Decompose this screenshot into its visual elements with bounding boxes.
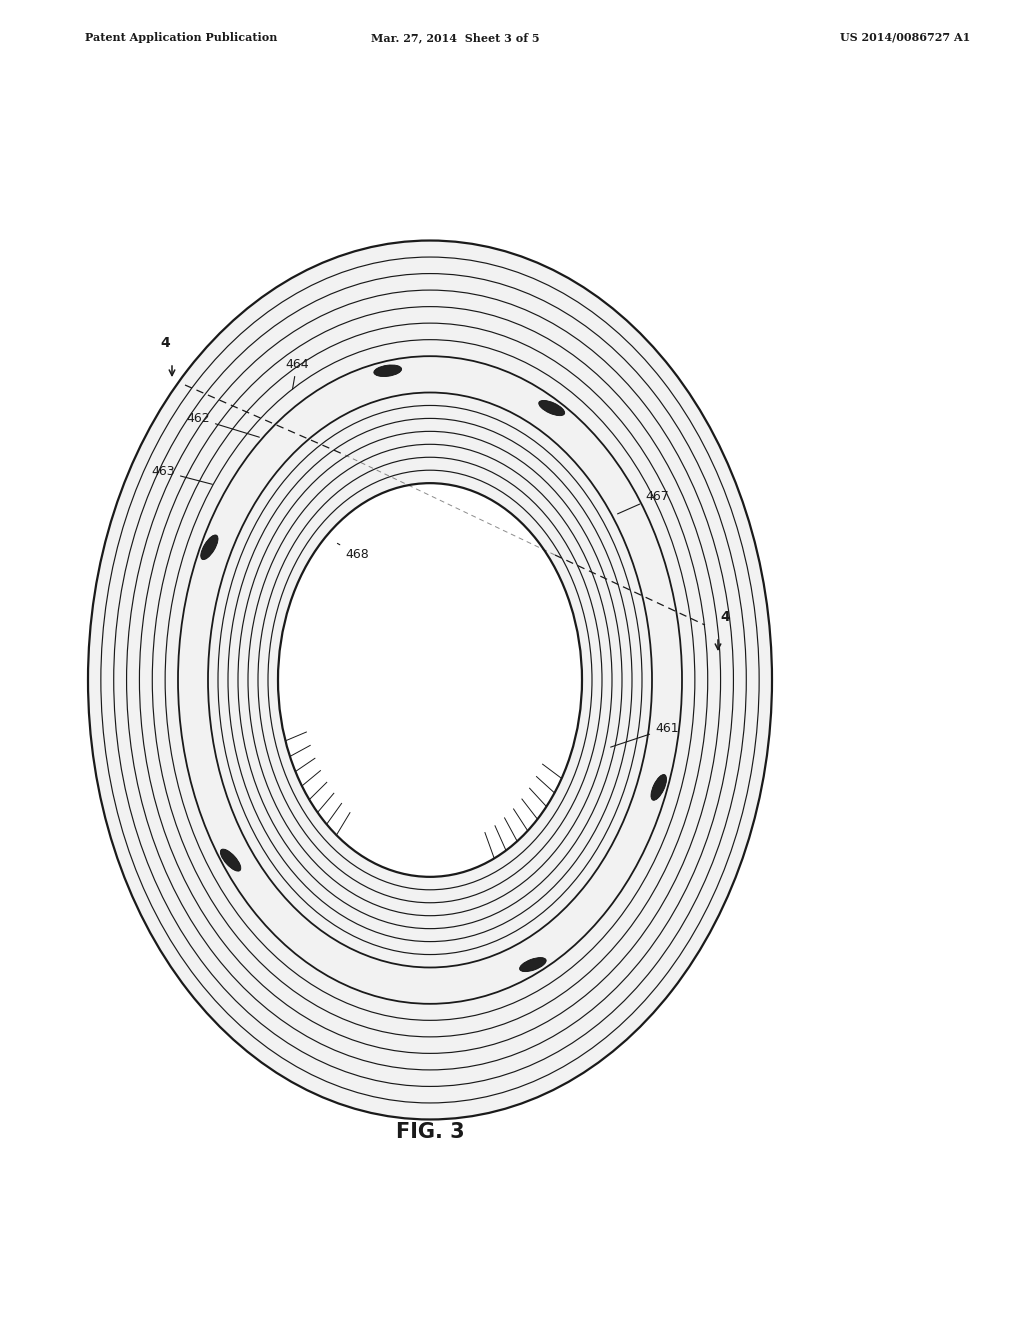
Text: 4: 4 bbox=[160, 337, 170, 350]
Text: FIG. 3: FIG. 3 bbox=[395, 1122, 464, 1142]
Ellipse shape bbox=[539, 400, 564, 416]
Ellipse shape bbox=[374, 364, 401, 376]
Ellipse shape bbox=[220, 849, 241, 871]
Text: 463: 463 bbox=[152, 465, 212, 484]
Ellipse shape bbox=[88, 240, 772, 1119]
Text: 464: 464 bbox=[285, 358, 308, 389]
Text: 468: 468 bbox=[338, 544, 369, 561]
Text: Patent Application Publication: Patent Application Publication bbox=[85, 32, 278, 44]
Ellipse shape bbox=[651, 775, 667, 800]
Ellipse shape bbox=[278, 483, 582, 876]
Text: 467: 467 bbox=[617, 490, 669, 513]
Text: 462: 462 bbox=[186, 412, 259, 437]
Text: 4: 4 bbox=[720, 610, 730, 624]
Ellipse shape bbox=[519, 957, 546, 972]
Text: US 2014/0086727 A1: US 2014/0086727 A1 bbox=[840, 32, 971, 44]
Text: Mar. 27, 2014  Sheet 3 of 5: Mar. 27, 2014 Sheet 3 of 5 bbox=[371, 32, 540, 44]
Ellipse shape bbox=[281, 487, 579, 873]
Text: 461: 461 bbox=[610, 722, 679, 747]
Ellipse shape bbox=[201, 535, 218, 560]
